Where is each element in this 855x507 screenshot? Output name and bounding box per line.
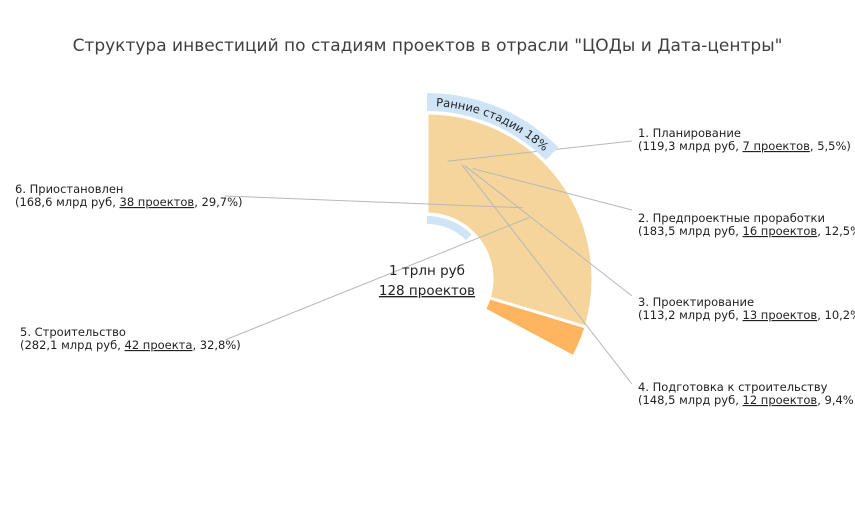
slice-detail-3: (113,2 млрд руб, 13 проектов, 10,2%) — [638, 308, 855, 322]
slice-detail-5: (282,1 млрд руб, 42 проекта, 32,8%) — [20, 338, 241, 352]
slice-label-4: 4. Подготовка к строительству — [638, 380, 828, 394]
donut-ring — [425, 111, 595, 359]
early-stages-band — [427, 93, 559, 161]
slice-detail-2: (183,5 млрд руб, 16 проектов, 12,5%) — [638, 224, 855, 238]
slice-label-5: 5. Строительство — [20, 325, 126, 339]
leader-line-4 — [461, 164, 633, 385]
slice-label-2: 2. Предпроектные проработки — [638, 211, 825, 225]
leader-line-2 — [472, 168, 633, 211]
slice-label-1: 1. Планирование — [638, 126, 741, 140]
leader-line-6 — [224, 195, 523, 209]
center-total: 1 трлн руб — [389, 263, 465, 279]
slice-detail-1: (119,3 млрд руб, 7 проектов, 5,5%) — [638, 139, 851, 153]
leader-line-5 — [224, 216, 530, 341]
center-projects: 128 проектов — [379, 283, 475, 299]
slice-detail-4: (148,5 млрд руб, 12 проектов, 9,4%) — [638, 393, 855, 407]
slice-label-6: 6. Приостановлен — [15, 182, 123, 196]
slice-labels: 1. Планирование(119,3 млрд руб, 7 проект… — [15, 126, 855, 407]
chart-title: Структура инвестиций по стадиям проектов… — [72, 36, 783, 56]
center-text: 1 трлн руб 128 проектов — [379, 263, 475, 299]
early-stages-inner-band — [427, 216, 472, 241]
leader-line-3 — [464, 165, 633, 297]
slice-label-3: 3. Проектирование — [638, 295, 754, 309]
leader-lines — [224, 140, 633, 385]
slice-6 — [425, 111, 595, 329]
slice-detail-6: (168,6 млрд руб, 38 проектов, 29,7%) — [15, 195, 243, 209]
